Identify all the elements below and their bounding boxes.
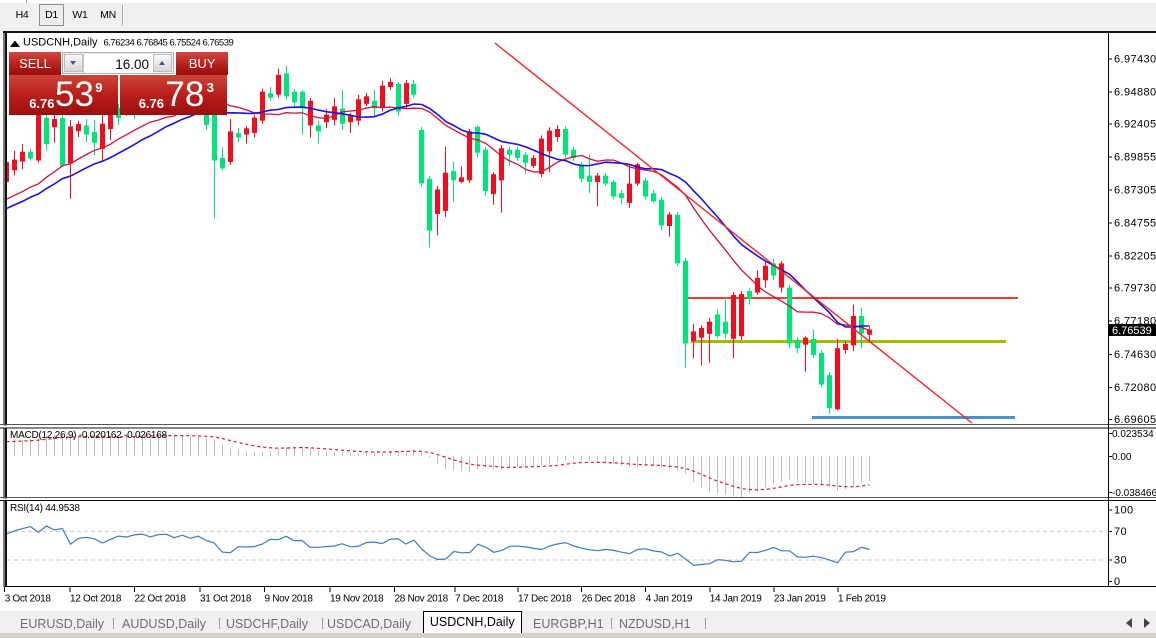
svg-text:6.89855: 6.89855 <box>1114 152 1156 164</box>
svg-text:6.97430: 6.97430 <box>1114 53 1156 65</box>
svg-text:4 Jan 2019: 4 Jan 2019 <box>646 594 693 605</box>
svg-text:12 Oct 2018: 12 Oct 2018 <box>70 594 122 605</box>
svg-text:70: 70 <box>1114 526 1127 538</box>
svg-text:6.69605: 6.69605 <box>1114 414 1156 426</box>
svg-text:22 Oct 2018: 22 Oct 2018 <box>135 594 187 605</box>
svg-text:0.023534: 0.023534 <box>1112 429 1154 440</box>
svg-text:0.00: 0.00 <box>1112 452 1132 463</box>
svg-text:6.92405: 6.92405 <box>1114 118 1156 130</box>
svg-text:0: 0 <box>1114 576 1121 588</box>
svg-text:6.79730: 6.79730 <box>1114 283 1156 295</box>
svg-text:6.74630: 6.74630 <box>1114 349 1156 361</box>
svg-text:6.82205: 6.82205 <box>1114 251 1156 263</box>
svg-text:23 Jan 2019: 23 Jan 2019 <box>774 594 826 605</box>
svg-text:28 Nov 2018: 28 Nov 2018 <box>395 594 449 605</box>
svg-text:RSI(14) 44.9538: RSI(14) 44.9538 <box>10 503 80 514</box>
svg-text:7 Dec 2018: 7 Dec 2018 <box>455 594 504 605</box>
svg-text:1 Feb 2019: 1 Feb 2019 <box>838 594 886 605</box>
svg-text:17 Dec 2018: 17 Dec 2018 <box>518 594 572 605</box>
svg-text:-0.038466: -0.038466 <box>1112 488 1156 499</box>
svg-text:14 Jan 2019: 14 Jan 2019 <box>710 594 762 605</box>
svg-text:6.84755: 6.84755 <box>1114 218 1156 230</box>
svg-text:6.94880: 6.94880 <box>1114 86 1156 98</box>
svg-text:19 Nov 2018: 19 Nov 2018 <box>330 594 384 605</box>
svg-text:30: 30 <box>1114 555 1127 567</box>
svg-text:3 Oct 2018: 3 Oct 2018 <box>5 594 52 605</box>
svg-text:9 Nov 2018: 9 Nov 2018 <box>265 594 314 605</box>
svg-text:6.87305: 6.87305 <box>1114 185 1156 197</box>
svg-text:6.72080: 6.72080 <box>1114 382 1156 394</box>
svg-text:31 Oct 2018: 31 Oct 2018 <box>200 594 252 605</box>
svg-text:MACD(12,26,9) -0.020162 -0.026: MACD(12,26,9) -0.020162 -0.026168 <box>10 430 168 441</box>
svg-text:100: 100 <box>1114 505 1134 517</box>
svg-text:6.76539: 6.76539 <box>1112 325 1152 337</box>
svg-text:26 Dec 2018: 26 Dec 2018 <box>582 594 636 605</box>
